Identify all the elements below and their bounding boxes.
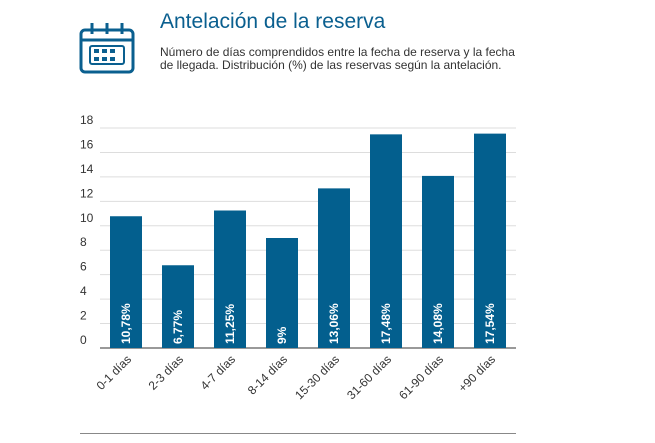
bottom-divider bbox=[80, 433, 516, 434]
y-tick-label: 10 bbox=[80, 211, 94, 225]
data-label: 9% bbox=[275, 326, 289, 344]
bar bbox=[318, 188, 350, 348]
x-tick-label: 4-7 días bbox=[198, 352, 239, 393]
bar bbox=[422, 175, 454, 348]
x-tick-label: +90 días bbox=[455, 352, 498, 395]
bar bbox=[162, 265, 194, 348]
data-label: 6,77% bbox=[171, 310, 185, 344]
x-tick-label: 8-14 días bbox=[245, 352, 290, 397]
y-tick-label: 8 bbox=[80, 235, 87, 249]
bar bbox=[214, 210, 246, 348]
x-tick-label: 61-90 días bbox=[396, 352, 446, 402]
y-tick-label: 16 bbox=[80, 137, 94, 151]
x-tick-label: 2-3 días bbox=[146, 352, 187, 393]
data-label: 13,06% bbox=[327, 303, 341, 344]
calendar-icon bbox=[79, 23, 135, 74]
y-tick-label: 0 bbox=[80, 333, 87, 347]
x-tick-label: 15-30 días bbox=[292, 352, 342, 402]
data-label: 10,78% bbox=[119, 303, 133, 344]
chart-subtitle: Número de días comprendidos entre la fec… bbox=[160, 45, 515, 72]
x-tick-label: 0-1 días bbox=[94, 352, 135, 393]
bar bbox=[370, 134, 402, 348]
bar bbox=[474, 133, 506, 348]
y-tick-label: 2 bbox=[80, 309, 87, 323]
chart-title: Antelación de la reserva bbox=[160, 10, 386, 33]
data-label: 14,08% bbox=[431, 303, 445, 344]
bar bbox=[266, 238, 298, 348]
data-label: 17,48% bbox=[379, 303, 393, 344]
bar bbox=[110, 216, 142, 348]
y-tick-label: 12 bbox=[80, 186, 94, 200]
y-tick-label: 4 bbox=[80, 284, 87, 298]
data-label: 17,54% bbox=[483, 303, 497, 344]
data-label: 11,25% bbox=[223, 304, 237, 344]
y-tick-label: 14 bbox=[80, 162, 94, 176]
y-tick-label: 6 bbox=[80, 260, 87, 274]
x-tick-label: 31-60 días bbox=[344, 352, 394, 402]
y-tick-label: 18 bbox=[80, 113, 94, 127]
